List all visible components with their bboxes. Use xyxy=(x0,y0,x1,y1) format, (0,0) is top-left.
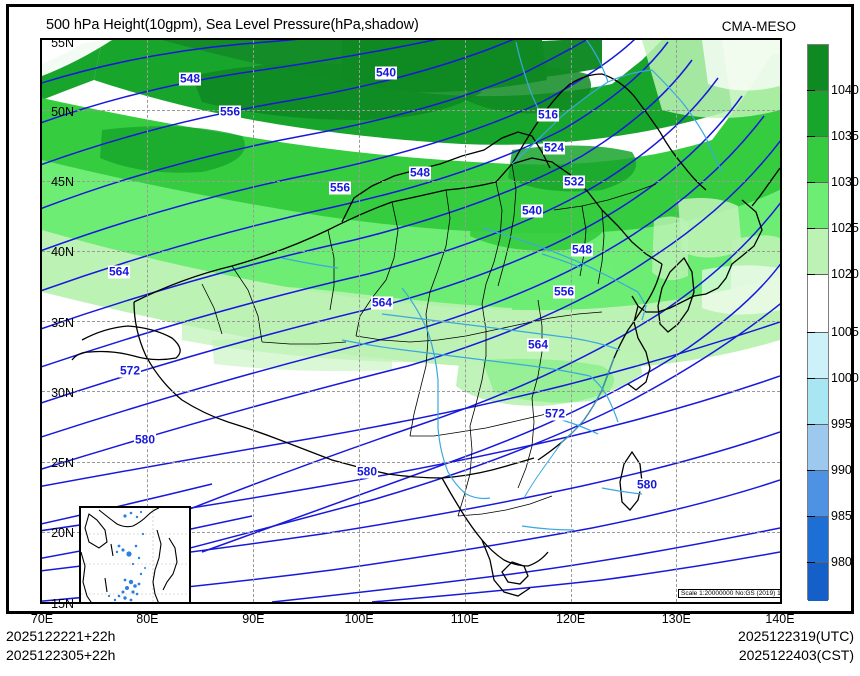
contour-label: 564 xyxy=(107,264,131,279)
colorbar-tick xyxy=(807,470,815,471)
colorbar-tick xyxy=(807,136,815,137)
contour-label: 556 xyxy=(218,104,242,119)
colorbar-segment-1000-1005 xyxy=(808,333,828,379)
valid-time-utc: 2025122319(UTC) xyxy=(738,628,854,644)
colorbar-segment-1005-1020 xyxy=(808,275,828,333)
contour-label: 548 xyxy=(570,242,594,257)
contour-label: 572 xyxy=(543,406,567,421)
y-tick-30n: 30N xyxy=(51,385,74,400)
y-tick-55n: 55N xyxy=(51,36,74,50)
colorbar-label-1020: 1020 xyxy=(831,267,859,281)
contour-label: 540 xyxy=(520,203,544,218)
contour-label: 548 xyxy=(408,165,432,180)
x-tick-120e: 120E xyxy=(555,612,586,626)
colorbar-tick xyxy=(807,90,815,91)
colorbar-label-1000: 1000 xyxy=(831,371,859,385)
contour-label: 524 xyxy=(542,140,566,155)
colorbar-label-1025: 1025 xyxy=(831,221,859,235)
colorbar-label-990: 990 xyxy=(831,463,852,477)
colorbar-tick xyxy=(807,516,815,517)
colorbar-segment-1025-1030 xyxy=(808,183,828,229)
contour-label: 532 xyxy=(562,174,586,189)
x-tick-110e: 110E xyxy=(450,612,480,626)
inset-map-south-china-sea[interactable]: Scale 1:40000000 xyxy=(79,506,191,602)
y-tick-20n: 20N xyxy=(51,526,74,541)
colorbar[interactable] xyxy=(807,44,829,601)
page-title: 500 hPa Height(10gpm), Sea Level Pressur… xyxy=(46,17,419,33)
colorbar-label-995: 995 xyxy=(831,417,852,431)
map-canvas: 548 556 540 548 556 516 524 532 540 548 … xyxy=(42,40,780,602)
init-time-stamp: 2025122221+22h 2025122305+22h xyxy=(6,627,115,665)
colorbar-segment-995-1000 xyxy=(808,379,828,425)
y-tick-25n: 25N xyxy=(51,456,74,470)
init-time-line1: 2025122221+22h xyxy=(6,628,116,644)
contour-label: 580 xyxy=(635,477,659,492)
x-tick-100e: 100E xyxy=(344,612,374,626)
colorbar-tick xyxy=(807,424,815,425)
contour-label: 580 xyxy=(133,432,157,447)
x-tick-130e: 130E xyxy=(661,612,691,626)
model-label: CMA-MESO xyxy=(721,19,796,34)
colorbar-label-1040: 1040 xyxy=(831,83,859,97)
colorbar-segment-985-990 xyxy=(808,471,828,517)
init-time-line2: 2025122305+22h xyxy=(6,647,116,663)
colorbar-segment-1030-1035 xyxy=(808,137,828,183)
contour-label: 556 xyxy=(552,284,576,299)
x-tick-90e: 90E xyxy=(242,612,265,626)
valid-time-cst: 2025122403(CST) xyxy=(738,647,854,663)
colorbar-segment-980-985 xyxy=(808,517,828,563)
colorbar-tick xyxy=(807,228,815,229)
contour-label: 564 xyxy=(370,295,394,310)
valid-time-stamp: 2025122319(UTC) 2025122403(CST) xyxy=(738,627,854,665)
contour-label: 540 xyxy=(374,65,398,80)
map-scale-note: Scale 1:20000000 No:GS (2019) 1786 xyxy=(678,589,780,598)
contour-label: 556 xyxy=(328,180,352,195)
map-plot-area[interactable]: 548 556 540 548 556 516 524 532 540 548 … xyxy=(40,38,782,604)
colorbar-label-1005: 1005 xyxy=(831,325,859,339)
colorbar-tick xyxy=(807,182,815,183)
x-tick-70e: 70E xyxy=(30,612,54,626)
colorbar-tick xyxy=(807,332,815,333)
contour-label: 564 xyxy=(526,337,550,352)
x-tick-80e: 80E xyxy=(136,612,159,626)
x-tick-140e: 140E xyxy=(765,612,795,626)
colorbar-tick xyxy=(807,274,815,275)
y-tick-15n: 15N xyxy=(51,597,74,611)
colorbar-segment-1020-1025 xyxy=(808,229,828,275)
y-tick-45n: 45N xyxy=(51,175,74,189)
colorbar-segment-1035-1040 xyxy=(808,91,828,137)
contour-label: 580 xyxy=(355,464,379,479)
colorbar-tick xyxy=(807,378,815,379)
y-tick-35n: 35N xyxy=(51,315,74,330)
colorbar-label-1030: 1030 xyxy=(831,175,859,189)
colorbar-tick xyxy=(807,562,815,563)
colorbar-label-1035: 1035 xyxy=(831,129,859,143)
colorbar-segment-990-995 xyxy=(808,425,828,471)
contour-label: 572 xyxy=(118,363,142,378)
y-tick-50n: 50N xyxy=(51,104,74,119)
colorbar-segment-below-980 xyxy=(808,563,828,601)
contour-label: 516 xyxy=(536,107,560,122)
colorbar-label-980: 980 xyxy=(831,555,852,569)
y-tick-40n: 40N xyxy=(51,245,74,260)
colorbar-label-985: 985 xyxy=(831,509,852,523)
contour-label: 548 xyxy=(178,71,202,86)
inset-graphics xyxy=(81,508,189,602)
colorbar-segment-above-1040 xyxy=(808,45,828,91)
